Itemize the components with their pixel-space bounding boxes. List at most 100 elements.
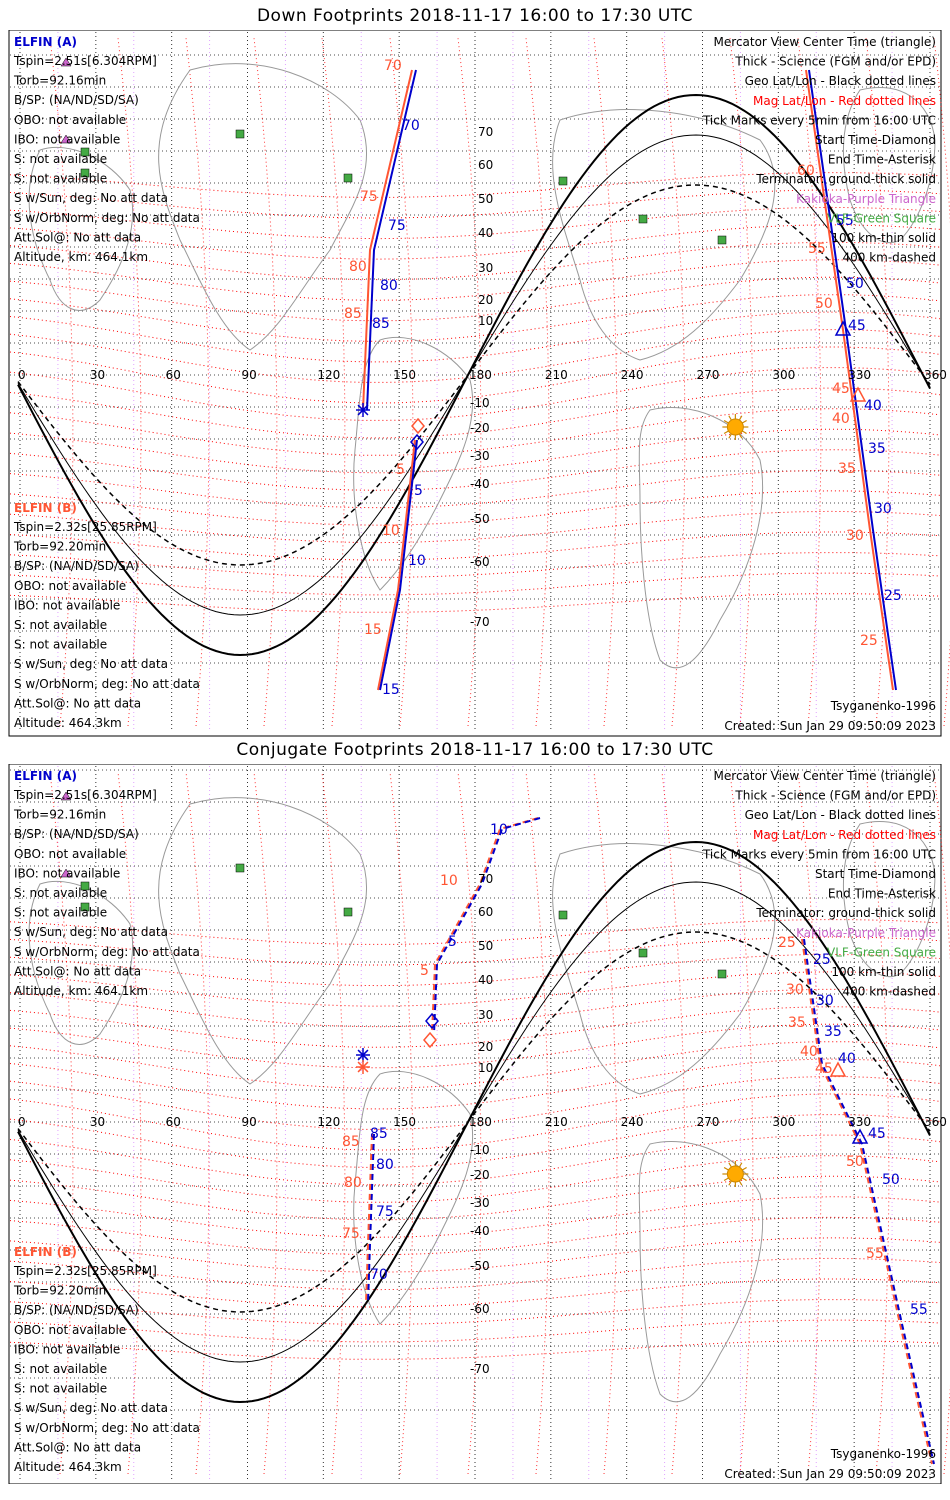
- legend-entry: Mercator View Center Time (triangle): [714, 769, 936, 783]
- lat-tick-label: 40: [478, 226, 493, 240]
- sun-ray: [738, 433, 743, 439]
- coastline: [843, 86, 936, 244]
- elfin-b-blue-tick: 30: [874, 501, 892, 517]
- station-markers: [60, 57, 727, 245]
- lat-tick-label: -60: [470, 1302, 490, 1316]
- elfin-a-blue-tick: 80: [380, 278, 398, 294]
- coastline: [158, 63, 368, 351]
- lat-tick-label: 60: [478, 905, 493, 919]
- elfin-a-blue-tick: 80: [376, 1157, 394, 1173]
- elfin-a-info-line: Tspin=2.51s[6.304RPM]: [13, 788, 157, 802]
- coastlines: [28, 797, 936, 1403]
- elfin-a-red-tick: 10: [382, 523, 400, 539]
- vlf-station-square: [80, 881, 90, 891]
- lon-tick-label: 210: [545, 368, 568, 382]
- vlf-station-square: [558, 176, 568, 186]
- created-timestamp: Created: Sun Jan 29 09:50:09 2023: [724, 719, 936, 733]
- coastline: [638, 1140, 764, 1403]
- mag-parallel: [9, 919, 941, 945]
- coastline: [843, 820, 936, 978]
- elfin-b-red-track: [801, 938, 933, 1465]
- lon-tick-label: 120: [317, 1115, 340, 1129]
- mag-parallel: [9, 1319, 941, 1343]
- lon-tick-label: 180: [469, 368, 492, 382]
- mag-parallel: [9, 552, 941, 578]
- lon-tick-label: 0: [18, 368, 26, 382]
- legend-entry: Mag Lat/Lon - Red dotted lines: [753, 828, 936, 842]
- model-label: Tsyganenko-1996: [830, 1447, 936, 1461]
- mag-parallel: [9, 1058, 941, 1110]
- elfin-b-info-line: S: not available: [14, 1382, 107, 1396]
- elfin-a-info-line: IBO: not available: [14, 132, 120, 146]
- elfin-a-info-line: S: not available: [14, 906, 107, 920]
- mag-parallel: [9, 329, 941, 383]
- elfin-a-info-line: S: not available: [14, 172, 107, 186]
- lat-tick-label: -40: [470, 1224, 490, 1238]
- elfin-a-red-tick: 75: [360, 189, 378, 205]
- center-triangle: [851, 1128, 869, 1144]
- lat-tick-label: -60: [470, 555, 490, 569]
- end-asterisk: [357, 404, 369, 416]
- sun-ray: [723, 1166, 729, 1171]
- elfin-a-info-line: B/SP: (NA/ND/SD/SA): [14, 827, 139, 841]
- elfin-a-info-line: Tspin=2.51s[6.304RPM]: [13, 54, 157, 68]
- elfin-a-blue-tick: 85: [370, 1126, 388, 1142]
- elfin-a-info-line: Att.Sol@: No att data: [14, 230, 141, 244]
- elfin-b-blue-tick: 45: [868, 1126, 886, 1142]
- elfin-a-info-line: S: not available: [14, 886, 107, 900]
- coastline: [158, 797, 368, 1085]
- lat-tick-label: 50: [478, 192, 493, 206]
- lon-tick-label: 360: [924, 368, 947, 382]
- lon-tick-label: 90: [242, 1115, 257, 1129]
- elfin-b-info-line: B/SP: (NA/ND/SD/SA): [14, 559, 139, 573]
- terminator-curve: [17, 93, 931, 657]
- elfin-b-info-line: Torb=92.20min: [13, 540, 106, 554]
- coastline: [353, 336, 474, 591]
- terminator-curve: [17, 134, 931, 616]
- lat-tick-label: 60: [478, 158, 493, 172]
- elfin-a-blue-tick: 85: [372, 316, 390, 332]
- elfin-b-red-tick: 25: [778, 935, 796, 951]
- center-triangle: [834, 320, 852, 336]
- legend-entry: Mag Lat/Lon - Red dotted lines: [753, 94, 936, 108]
- elfin-a-info-line: OBO: not available: [14, 113, 126, 127]
- lat-tick-label: 10: [478, 314, 493, 328]
- mag-parallel: [9, 1023, 941, 1069]
- elfin-b-info-line: S w/Sun, deg: No att data: [14, 657, 168, 671]
- map-panel-down[interactable]: 70 75 80 85 5 10 15 70 75 80 85 5 10 15 55 50 45 40 35 30 25…: [0, 30, 950, 740]
- terminator-curve: [17, 931, 931, 1313]
- elfin-a-blue-tick: 10: [408, 553, 426, 569]
- start-diamond: [411, 417, 425, 435]
- elfin-b-blue-track: [808, 69, 897, 691]
- lat-tick-label: 70: [478, 125, 493, 139]
- vlf-station-square: [80, 902, 90, 912]
- vlf-station-square: [235, 863, 245, 873]
- lon-tick-label: 330: [848, 1115, 871, 1129]
- legend-entry: 400 km-dashed: [842, 985, 936, 999]
- elfin-a-red-tick: 85: [344, 306, 362, 322]
- orbit-tracks: 1058580757010585807525303540455055253035…: [342, 817, 935, 1465]
- lat-tick-label: -20: [470, 421, 490, 435]
- center-triangle: [849, 386, 867, 402]
- coastline: [552, 843, 776, 1095]
- map-panel-conjugate[interactable]: 1058580757010585807525303540455055253035…: [0, 764, 950, 1484]
- legend-entry: Mercator View Center Time (triangle): [714, 35, 936, 49]
- sun-ray: [723, 1177, 729, 1182]
- elfin-b-info-line: S w/OrbNorm, deg: No att data: [14, 1421, 200, 1435]
- elfin-b-blue-track: [803, 938, 935, 1465]
- lat-tick-label: 10: [478, 1061, 493, 1075]
- vlf-station-square: [235, 129, 245, 139]
- elfin-a-info-line: Altitude, km: 464.1km: [14, 250, 148, 264]
- sun-ray: [723, 430, 729, 435]
- legend-entry: VLF-Green Square: [827, 211, 936, 225]
- info-text: ELFIN (A) Tspin=2.51s[6.304RPM] Torb=92.16…: [13, 35, 936, 733]
- kakioka-triangle: [60, 868, 72, 878]
- legend-entry: 400 km-dashed: [842, 251, 936, 265]
- elfin-a-red-track-south: [377, 439, 416, 691]
- elfin-a-info-line: B/SP: (NA/ND/SD/SA): [14, 93, 139, 107]
- vlf-station-square: [80, 147, 90, 157]
- elfin-a-blue-tick: 10: [490, 822, 508, 838]
- mag-grid: [9, 37, 950, 727]
- elfin-b-red-tick: 50: [846, 1154, 864, 1170]
- mag-parallel: [9, 1114, 941, 1168]
